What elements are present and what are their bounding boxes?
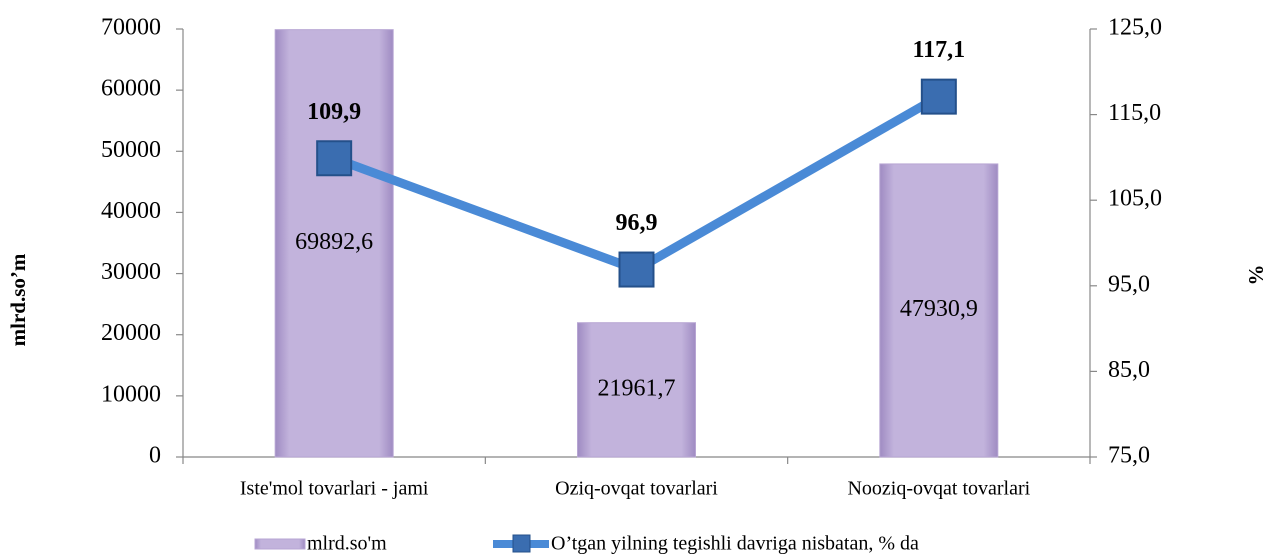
y-tick-label: 30000 <box>101 259 161 285</box>
line-value-label: 117,1 <box>912 37 965 63</box>
bar-value-label: 47930,9 <box>900 296 978 322</box>
y-tick-label: 0 <box>149 443 161 469</box>
bar <box>879 163 999 458</box>
legend-label: O’tgan yilning tegishli davriga nisbatan… <box>551 533 919 555</box>
legend-label: mlrd.so'm <box>307 533 387 555</box>
y2-tick-label: 75,0 <box>1108 443 1150 469</box>
y-tick-label: 60000 <box>101 76 161 102</box>
x-tick-label: Oziq-ovqat tovarlari <box>555 478 718 500</box>
y-tick-label: 10000 <box>101 381 161 407</box>
line <box>332 92 942 275</box>
x-tick-label: Nooziq-ovqat tovarlari <box>847 478 1030 500</box>
bar-value-label: 21961,7 <box>598 375 676 401</box>
bar <box>577 322 696 458</box>
y2-tick-label: 125,0 <box>1108 15 1162 41</box>
y-tick-label: 20000 <box>101 320 161 346</box>
y-tick-label: 40000 <box>101 198 161 224</box>
y-tick-label: 70000 <box>101 15 161 41</box>
legend-marker <box>512 534 531 553</box>
legend-swatch <box>254 538 306 550</box>
line-marker <box>618 251 655 288</box>
line-value-label: 96,9 <box>616 210 658 236</box>
y2-tick-label: 105,0 <box>1108 186 1162 212</box>
line-value-label: 109,9 <box>307 99 361 125</box>
y2-tick-label: 95,0 <box>1108 271 1150 297</box>
y-tick-label: 50000 <box>101 137 161 163</box>
bar <box>274 29 394 458</box>
y2-tick-label: 85,0 <box>1108 357 1150 383</box>
bar-value-label: 69892,6 <box>295 229 373 255</box>
y-axis-title: mlrd.so’m <box>6 253 30 346</box>
y2-tick-label: 115,0 <box>1108 100 1161 126</box>
line-marker <box>920 78 957 115</box>
y2-axis-title: % <box>1244 265 1268 286</box>
x-tick-label: Iste'mol tovarlari - jami <box>240 478 429 500</box>
line-marker <box>316 140 353 177</box>
